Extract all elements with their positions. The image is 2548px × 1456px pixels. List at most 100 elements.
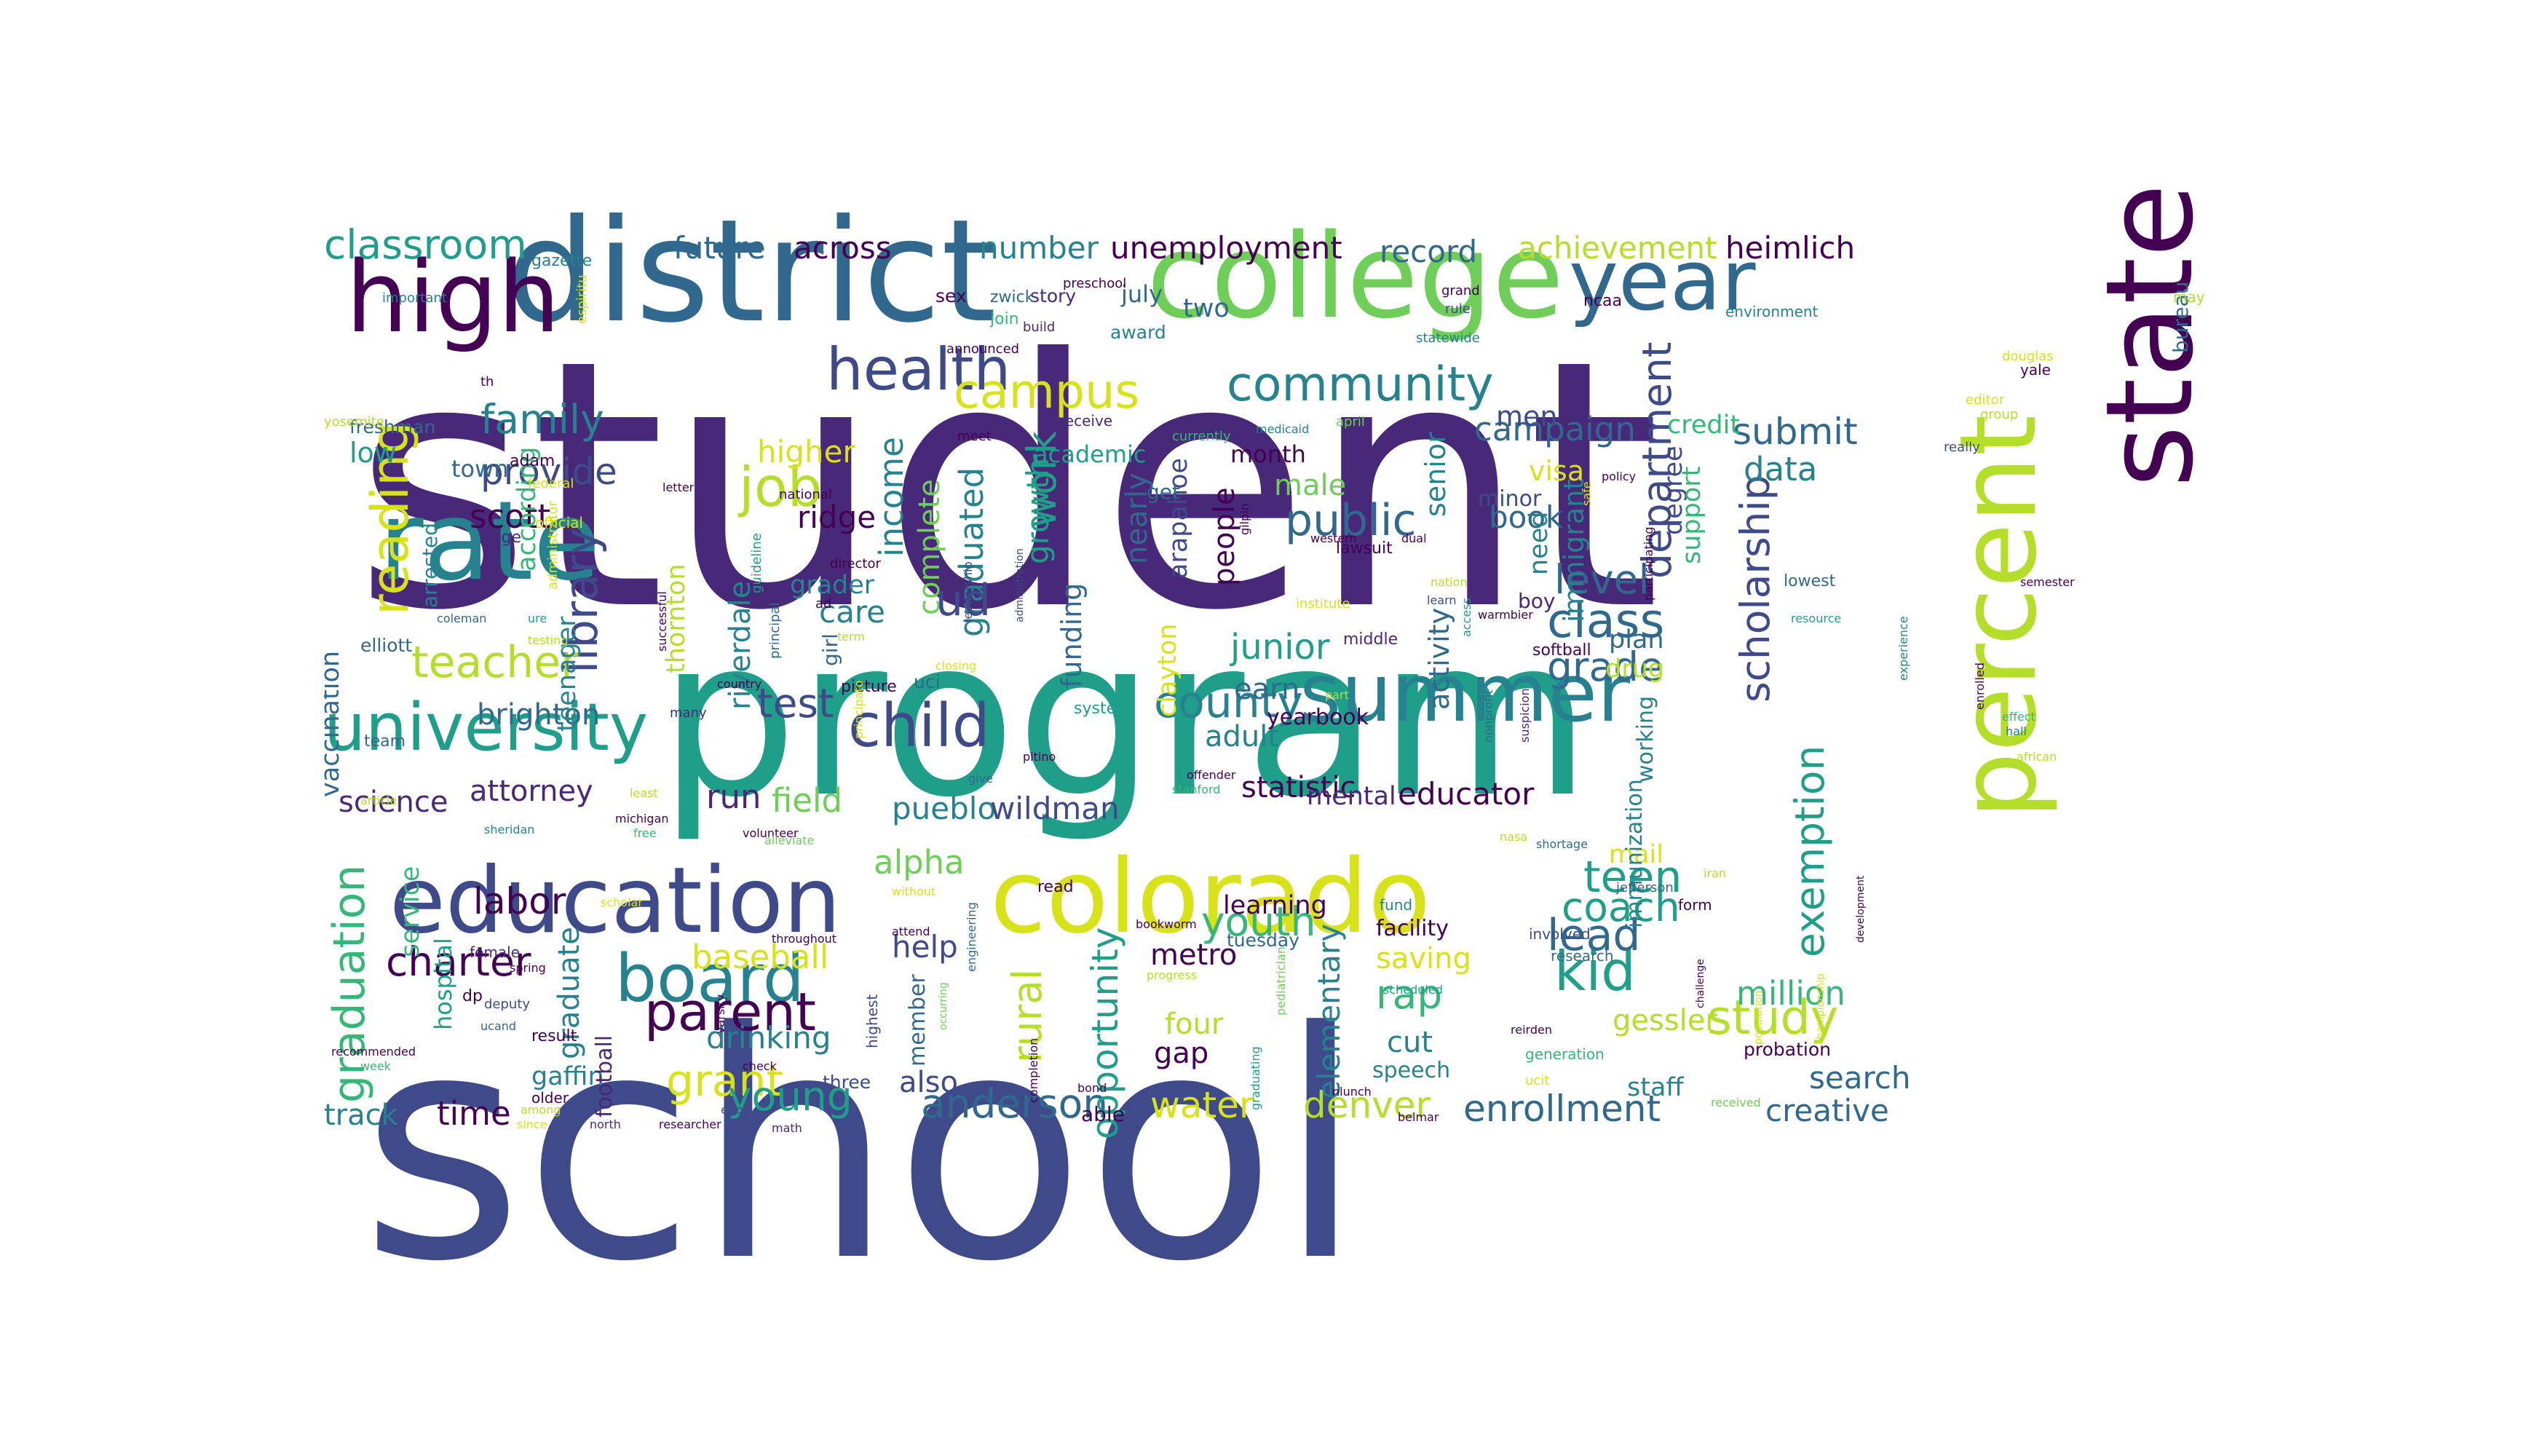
word-rate: rate — [379, 478, 601, 605]
word-team: team — [364, 732, 405, 751]
word-time: time — [437, 1094, 511, 1133]
word-bookworm: bookworm — [1136, 917, 1197, 931]
word-semester: semester — [2020, 575, 2075, 589]
word-board: board — [615, 941, 804, 1017]
word-men: men — [1496, 400, 1557, 432]
word-tuesday: tuesday — [1227, 930, 1299, 951]
word-statistic: statistic — [1241, 771, 1356, 804]
word-public: public — [1285, 495, 1417, 546]
word-development: development — [1855, 875, 1867, 943]
word-book: book — [1489, 499, 1564, 535]
word-pediatrician: pediatrician — [1274, 946, 1288, 1016]
word-effect: effect — [2002, 710, 2035, 724]
word-master: master — [1911, 323, 1942, 333]
word-pitino: pitino — [1023, 750, 1056, 764]
word-yosemite: yosemite — [324, 414, 384, 430]
word-get: get — [1147, 480, 1180, 504]
word-belmar: belmar — [1398, 1110, 1439, 1124]
word-dual: dual — [1401, 531, 1427, 545]
word-study: study — [1707, 991, 1838, 1045]
word-rap: rap — [1376, 971, 1442, 1018]
word-summer: summer — [1299, 646, 1631, 740]
word-unemployment: unemployment — [1110, 230, 1342, 266]
word-class: class — [1547, 594, 1664, 649]
word-degree: degree — [1659, 446, 1688, 535]
word-sheridan: sheridan — [484, 823, 534, 836]
word-saving: saving — [1376, 942, 1471, 976]
word-submit: submit — [1733, 411, 1858, 453]
word-graduation: graduation — [324, 865, 375, 1103]
word-track: track — [324, 1099, 399, 1132]
word-number: number — [979, 230, 1099, 266]
word-million: million — [1736, 974, 1845, 1013]
word-charter: charter — [386, 938, 531, 985]
word-since: since — [517, 1117, 547, 1131]
word-search: search — [1809, 1060, 1911, 1096]
word-student: student — [353, 287, 1661, 685]
word-college: college — [1147, 208, 1564, 344]
word-science: science — [339, 786, 448, 819]
word-percent: percent — [1937, 415, 2060, 819]
word-espiritu: espiritu — [574, 274, 590, 324]
word-complete: complete — [913, 479, 946, 615]
word-data: data — [1744, 450, 1817, 488]
word-picture: picture — [841, 678, 897, 696]
word-middle: middle — [1343, 630, 1398, 649]
word-least: least — [630, 786, 658, 800]
word-test: test — [757, 680, 834, 727]
word-system: system — [1074, 700, 1132, 718]
word-story: story — [1030, 285, 1076, 306]
word-freshman: freshman — [349, 416, 435, 438]
word-nation: nation — [1431, 575, 1468, 589]
word-earn: earn — [1234, 673, 1299, 706]
word-need: need — [1524, 512, 1554, 575]
word-involved: involved — [1529, 925, 1591, 943]
word-male: male — [1274, 469, 1346, 502]
word-graduating: graduating — [1249, 1046, 1262, 1110]
word-care: care — [819, 594, 885, 630]
word-gaffin: gaffin — [531, 1062, 604, 1091]
word-stanford: stanford — [1172, 783, 1220, 796]
word-gessler: gessler — [1613, 1004, 1717, 1037]
word-leadership: leadership — [961, 561, 975, 622]
word-coach: coach — [1562, 884, 1680, 930]
word-scott: scott — [470, 497, 550, 536]
word-kid: kid — [1554, 939, 1636, 1003]
word-really: really — [1944, 440, 1980, 455]
word-ure: ure — [528, 612, 547, 625]
word-western: western — [1310, 531, 1357, 545]
word-youth: youth — [1201, 898, 1315, 945]
word-ncaa: ncaa — [1583, 292, 1622, 310]
word-institute: institute — [1296, 596, 1350, 612]
word-attend: attend — [892, 925, 930, 938]
word-administration: administration — [1014, 548, 1026, 622]
word-library: library — [555, 529, 608, 673]
word-coleman: coleman — [437, 612, 486, 625]
word-town: town — [451, 455, 509, 483]
word-dp: dp — [462, 987, 483, 1005]
word-educator: educator — [1398, 776, 1535, 812]
word-african: african — [2017, 750, 2057, 764]
word-denver: denver — [1303, 1084, 1431, 1126]
word-probation: probation — [1744, 1039, 1831, 1060]
word-income: income — [872, 437, 911, 557]
word-suspicion: suspicion — [1518, 688, 1532, 743]
word-school: school — [360, 966, 1364, 1292]
word-creative: creative — [1765, 1093, 1889, 1128]
word-mail: mail — [1609, 840, 1663, 869]
word-gap: gap — [1154, 1037, 1208, 1070]
word-gilpin: gilpin — [1238, 503, 1251, 535]
word-grader: grader — [790, 571, 875, 600]
word-currently: currently — [1172, 429, 1231, 444]
word-join: join — [989, 310, 1019, 328]
word-statewide: statewide — [1416, 331, 1480, 346]
word-th: th — [480, 374, 494, 389]
word-graduated: graduated — [952, 467, 991, 637]
word-championship: championship — [1815, 973, 1827, 1045]
word-guideline: guideline — [749, 533, 764, 593]
word-exemption: exemption — [1787, 745, 1833, 957]
word-thornton: thornton — [662, 563, 691, 673]
word-alpha: alpha — [874, 843, 965, 882]
word-county: county — [1154, 677, 1303, 728]
word-director: director — [830, 556, 881, 571]
